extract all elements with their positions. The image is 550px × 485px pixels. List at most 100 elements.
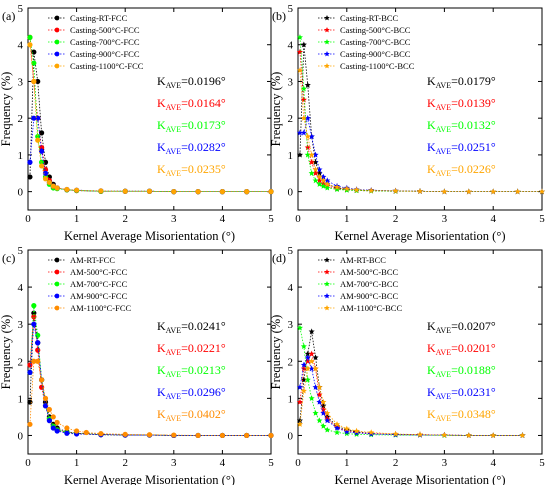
data-point xyxy=(39,148,45,154)
data-point xyxy=(300,41,307,48)
x-tick-label: 0 xyxy=(295,457,301,469)
legend: AM-RT-FCC AM-500°C-FCC AM-700°C-FCC AM-900°… xyxy=(48,255,132,313)
y-tick-label: 5 xyxy=(288,3,294,15)
data-point xyxy=(46,406,52,413)
x-tick-label: 3 xyxy=(171,457,177,469)
series-2 xyxy=(296,34,546,195)
series-line xyxy=(29,117,271,193)
legend: Casting-RT-FCC Casting-500°C-FCC Casting-7… xyxy=(48,13,144,71)
data-point xyxy=(50,183,56,189)
data-point xyxy=(296,421,303,427)
legend-entry: AM-900°C-FCC xyxy=(70,291,128,301)
data-point xyxy=(368,187,375,194)
data-point xyxy=(312,177,319,184)
data-point xyxy=(42,170,49,176)
data-point xyxy=(416,431,424,438)
legend-entry: AM-1100°C-BCC xyxy=(340,303,402,313)
kave-value: KAVE=0.0348° xyxy=(427,407,496,423)
legend-marker xyxy=(54,27,60,33)
legend-entry: Casting-1100°C-FCC xyxy=(70,61,144,71)
x-axis-label: Kernel Average Misorientation (°) xyxy=(334,229,505,243)
x-tick-label: 0 xyxy=(25,213,31,225)
legend-marker xyxy=(54,281,60,287)
series-4 xyxy=(296,67,546,195)
data-point xyxy=(300,361,307,368)
data-point xyxy=(296,417,303,424)
legend-marker xyxy=(54,15,60,21)
x-tick-label: 0 xyxy=(25,457,31,469)
data-point xyxy=(308,365,315,372)
data-point xyxy=(312,365,319,372)
data-point xyxy=(64,425,70,431)
data-point xyxy=(195,189,201,195)
x-tick-label: 4 xyxy=(490,457,496,469)
data-point xyxy=(334,429,341,436)
data-point xyxy=(54,419,60,426)
data-point xyxy=(368,429,375,436)
data-point xyxy=(334,184,341,190)
legend-entry: Casting-1100°C-BCC xyxy=(340,61,415,71)
y-tick-label: 1 xyxy=(18,393,24,405)
data-point xyxy=(300,365,307,372)
series-line xyxy=(29,360,271,436)
series-line xyxy=(29,305,271,436)
legend-entry: Casting-500°C-BCC xyxy=(340,25,411,35)
data-point xyxy=(519,432,526,439)
legend-entry: AM-500°C-FCC xyxy=(70,267,128,277)
series-line xyxy=(299,331,523,436)
series-line xyxy=(29,44,271,193)
kave-value: KAVE=0.0179° xyxy=(427,74,496,90)
legend-marker xyxy=(324,15,330,21)
legend-entry: AM-700°C-BCC xyxy=(340,279,399,289)
data-point xyxy=(54,185,60,191)
data-point xyxy=(35,340,41,346)
data-point xyxy=(35,115,41,121)
legend-marker xyxy=(324,257,330,263)
y-tick-label: 5 xyxy=(288,245,294,257)
series-3 xyxy=(27,321,274,439)
kave-value: KAVE=0.0402° xyxy=(157,407,226,423)
data-point xyxy=(31,321,37,327)
data-point xyxy=(31,358,37,364)
legend-marker xyxy=(324,63,330,69)
series-0 xyxy=(296,41,546,195)
series-line xyxy=(299,356,523,436)
x-tick-label: 3 xyxy=(442,457,448,469)
legend-entry: Casting-500°C-FCC xyxy=(70,25,140,35)
series-line xyxy=(29,52,271,193)
legend-marker xyxy=(324,51,330,57)
data-point xyxy=(312,151,319,158)
legend-entry: AM-500°C-BCC xyxy=(340,267,399,277)
panel-tag: (a) xyxy=(2,9,15,23)
data-point xyxy=(334,424,341,431)
data-point xyxy=(171,189,177,195)
data-point xyxy=(490,188,497,195)
data-point xyxy=(514,188,521,195)
y-tick-label: 1 xyxy=(288,393,294,405)
data-point xyxy=(27,369,33,375)
y-tick-label: 0 xyxy=(18,187,24,199)
legend-entry: Casting-700°C-FCC xyxy=(70,37,140,47)
series-line xyxy=(299,37,542,193)
data-point xyxy=(308,350,315,357)
data-point xyxy=(296,398,303,405)
data-point xyxy=(465,188,472,195)
series-3 xyxy=(296,114,546,195)
y-tick-label: 0 xyxy=(288,187,294,199)
x-axis-label: Kernel Average Misorientation (°) xyxy=(334,473,505,485)
y-tick-label: 1 xyxy=(18,150,24,162)
y-axis-label: Frequency (%) xyxy=(0,72,13,147)
data-point xyxy=(42,403,49,409)
data-point xyxy=(304,151,311,158)
series-4 xyxy=(27,358,274,439)
y-tick-label: 4 xyxy=(18,40,24,52)
panel-tag: (b) xyxy=(272,9,286,23)
kave-value: KAVE=0.0139° xyxy=(427,96,496,112)
data-point xyxy=(324,177,331,184)
data-point xyxy=(296,34,303,40)
series-0 xyxy=(27,49,274,195)
y-tick-label: 5 xyxy=(18,3,24,15)
data-point xyxy=(343,185,350,192)
data-point xyxy=(392,187,399,194)
